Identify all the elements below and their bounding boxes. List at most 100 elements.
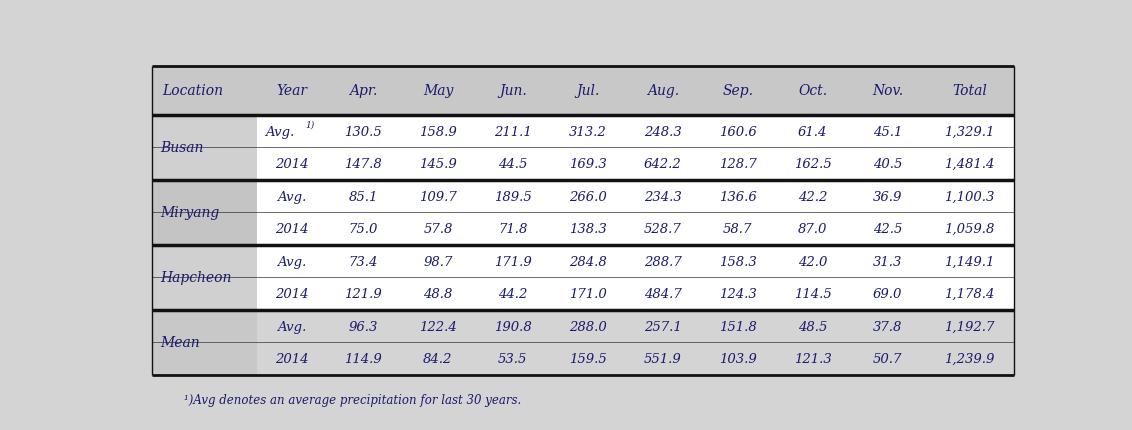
Text: 151.8: 151.8 [719,320,756,333]
Text: Apr.: Apr. [349,84,377,98]
Text: 160.6: 160.6 [719,125,756,138]
Text: 121.3: 121.3 [794,352,831,366]
Text: 1,192.7: 1,192.7 [944,320,995,333]
Text: 61.4: 61.4 [798,125,827,138]
Text: Hapcheon: Hapcheon [161,271,232,285]
Text: 42.5: 42.5 [873,223,902,236]
Text: 1,178.4: 1,178.4 [944,288,995,301]
Text: 162.5: 162.5 [794,158,831,171]
Text: 98.7: 98.7 [423,255,453,268]
Text: 87.0: 87.0 [798,223,827,236]
Text: 284.8: 284.8 [569,255,607,268]
Text: Avg.: Avg. [276,255,306,268]
Text: 122.4: 122.4 [419,320,457,333]
Text: 121.9: 121.9 [344,288,381,301]
Text: 73.4: 73.4 [349,255,378,268]
Text: Total: Total [952,84,987,98]
Text: 71.8: 71.8 [498,223,528,236]
Bar [152,245,257,278]
Text: Avg.: Avg. [276,320,306,333]
Text: 42.2: 42.2 [798,190,827,203]
Text: 1,059.8: 1,059.8 [944,223,995,236]
Bar [257,343,1014,375]
Bar [152,343,257,375]
Text: 288.0: 288.0 [569,320,607,333]
Text: 145.9: 145.9 [419,158,457,171]
Text: 190.8: 190.8 [494,320,532,333]
Bar [257,181,1014,213]
Text: 158.3: 158.3 [719,255,756,268]
Text: 36.9: 36.9 [873,190,902,203]
Text: 1,149.1: 1,149.1 [944,255,995,268]
Text: Location: Location [163,84,223,98]
Text: 69.0: 69.0 [873,288,902,301]
Text: 147.8: 147.8 [344,158,381,171]
Bar [257,245,1014,278]
Text: 138.3: 138.3 [569,223,607,236]
Text: 114.5: 114.5 [794,288,831,301]
Text: 37.8: 37.8 [873,320,902,333]
Text: 528.7: 528.7 [644,223,681,236]
Text: 2014: 2014 [275,158,308,171]
Text: 1,100.3: 1,100.3 [944,190,995,203]
Text: 136.6: 136.6 [719,190,756,203]
Text: Mean: Mean [161,336,200,350]
Text: Avg.: Avg. [265,125,294,138]
Text: 48.5: 48.5 [798,320,827,333]
Text: 40.5: 40.5 [873,158,902,171]
Text: 44.2: 44.2 [498,288,528,301]
Text: Miryang: Miryang [161,206,220,220]
Bar [257,213,1014,245]
Bar [152,148,257,181]
Bar [152,278,257,310]
Text: 234.3: 234.3 [644,190,681,203]
Text: 2014: 2014 [275,352,308,366]
Text: ¹)Avg denotes an average precipitation for last 30 years.: ¹)Avg denotes an average precipitation f… [183,393,521,406]
Text: 58.7: 58.7 [723,223,753,236]
Text: 44.5: 44.5 [498,158,528,171]
Bar [152,213,257,245]
Bar [257,116,1014,148]
Text: 85.1: 85.1 [349,190,378,203]
Text: 158.9: 158.9 [419,125,457,138]
Text: Busan: Busan [161,141,204,155]
Text: 96.3: 96.3 [349,320,378,333]
Text: 171.9: 171.9 [494,255,532,268]
Text: 109.7: 109.7 [419,190,457,203]
Bar [152,181,257,213]
Text: 257.1: 257.1 [644,320,681,333]
Text: 75.0: 75.0 [349,223,378,236]
Text: 124.3: 124.3 [719,288,756,301]
Text: 1): 1) [305,120,315,129]
Bar [257,148,1014,181]
Text: 248.3: 248.3 [644,125,681,138]
Text: 130.5: 130.5 [344,125,381,138]
Text: 171.0: 171.0 [569,288,607,301]
Text: 48.8: 48.8 [423,288,453,301]
Text: Nov.: Nov. [872,84,903,98]
Text: 642.2: 642.2 [644,158,681,171]
Text: Avg.: Avg. [276,190,306,203]
Text: 159.5: 159.5 [569,352,607,366]
Text: Sep.: Sep. [722,84,753,98]
Text: 189.5: 189.5 [494,190,532,203]
Bar [257,278,1014,310]
Text: 1,239.9: 1,239.9 [944,352,995,366]
Text: 313.2: 313.2 [569,125,607,138]
Text: Year: Year [276,84,307,98]
Text: 484.7: 484.7 [644,288,681,301]
Bar [152,310,257,343]
Text: 128.7: 128.7 [719,158,756,171]
Text: 42.0: 42.0 [798,255,827,268]
Text: 1,481.4: 1,481.4 [944,158,995,171]
Text: 84.2: 84.2 [423,352,453,366]
Text: 2014: 2014 [275,223,308,236]
Text: 551.9: 551.9 [644,352,681,366]
Text: 2014: 2014 [275,288,308,301]
Text: 57.8: 57.8 [423,223,453,236]
Bar [257,310,1014,343]
Text: 31.3: 31.3 [873,255,902,268]
Text: 169.3: 169.3 [569,158,607,171]
Text: Jul.: Jul. [576,84,600,98]
Text: May: May [422,84,453,98]
